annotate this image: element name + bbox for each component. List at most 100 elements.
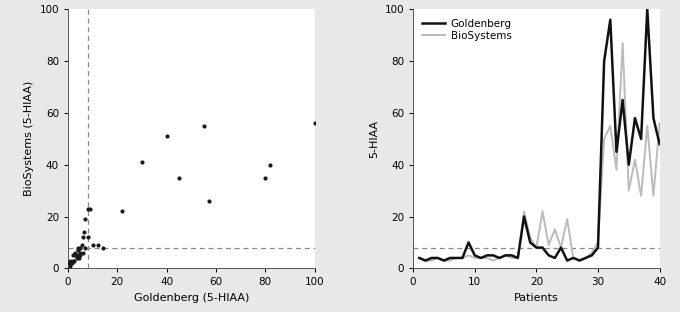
BioSystems [495, 256, 503, 260]
Point [64, 261, 75, 266]
Goldenberg [656, 142, 664, 146]
Goldenberg [477, 256, 485, 260]
BioSystems [581, 256, 590, 260]
BioSystems [514, 256, 522, 260]
Goldenberg [643, 7, 651, 11]
Goldenberg [471, 253, 479, 257]
BioSystems [452, 256, 460, 260]
Goldenberg [526, 241, 534, 244]
Line: BioSystems: BioSystems [420, 43, 660, 261]
Point [80, 245, 90, 250]
Point [78, 235, 88, 240]
Point [67, 258, 78, 263]
Goldenberg [545, 253, 553, 257]
Point [309, 121, 320, 126]
X-axis label: Patients: Patients [514, 293, 559, 303]
Point [198, 123, 209, 129]
BioSystems [619, 41, 627, 45]
BioSystems [631, 158, 639, 161]
BioSystems [656, 121, 664, 125]
Goldenberg [613, 150, 621, 154]
BioSystems [545, 243, 553, 247]
BioSystems [649, 194, 658, 198]
BioSystems [477, 256, 485, 260]
Goldenberg [464, 241, 473, 244]
BioSystems [440, 259, 448, 262]
BioSystems [600, 137, 608, 141]
BioSystems [532, 246, 541, 250]
BioSystems [434, 256, 442, 260]
BioSystems [588, 251, 596, 255]
Goldenberg [434, 256, 442, 260]
Goldenberg [507, 253, 515, 257]
BioSystems [613, 168, 621, 172]
Goldenberg [637, 137, 645, 141]
Goldenberg [501, 253, 509, 257]
Point [71, 256, 82, 261]
Goldenberg [415, 256, 424, 260]
Point [137, 160, 148, 165]
Point [70, 250, 81, 255]
BioSystems [625, 189, 633, 193]
BioSystems [643, 124, 651, 128]
BioSystems [557, 246, 565, 250]
Goldenberg [440, 259, 448, 262]
BioSystems [607, 124, 615, 128]
Goldenberg [575, 259, 583, 262]
Point [67, 253, 78, 258]
Point [82, 235, 93, 240]
Point [117, 209, 128, 214]
Goldenberg [532, 246, 541, 250]
Goldenberg [452, 256, 460, 260]
Point [69, 258, 80, 263]
Goldenberg [600, 59, 608, 63]
Point [92, 242, 103, 247]
Point [66, 261, 77, 266]
Point [79, 230, 90, 235]
Point [75, 253, 86, 258]
Point [85, 206, 96, 211]
Goldenberg [422, 259, 430, 262]
Point [78, 250, 88, 255]
Line: Goldenberg: Goldenberg [420, 9, 660, 261]
Point [97, 245, 108, 250]
Point [173, 175, 184, 180]
Point [72, 248, 83, 253]
Goldenberg [495, 256, 503, 260]
BioSystems [489, 259, 497, 262]
Goldenberg [514, 256, 522, 260]
BioSystems [446, 259, 454, 262]
X-axis label: Goldenberg (5-HIAA): Goldenberg (5-HIAA) [133, 293, 249, 303]
BioSystems [501, 253, 509, 257]
Goldenberg [619, 98, 627, 102]
Legend: Goldenberg, BioSystems: Goldenberg, BioSystems [418, 15, 515, 45]
BioSystems [594, 241, 602, 244]
Goldenberg [483, 253, 491, 257]
Point [82, 206, 93, 211]
Point [70, 253, 81, 258]
BioSystems [575, 259, 583, 262]
Point [265, 162, 275, 167]
Point [73, 256, 84, 261]
Point [65, 258, 76, 263]
Point [75, 245, 86, 250]
Point [72, 245, 83, 250]
Goldenberg [458, 256, 466, 260]
BioSystems [483, 256, 491, 260]
BioSystems [563, 217, 571, 221]
Point [65, 263, 76, 268]
Goldenberg [539, 246, 547, 250]
BioSystems [539, 209, 547, 213]
BioSystems [637, 194, 645, 198]
BioSystems [569, 256, 577, 260]
Goldenberg [625, 163, 633, 167]
Goldenberg [520, 215, 528, 218]
BioSystems [422, 259, 430, 262]
Goldenberg [649, 116, 658, 120]
Point [72, 253, 83, 258]
Point [260, 175, 271, 180]
Point [203, 198, 214, 203]
BioSystems [458, 256, 466, 260]
Point [75, 250, 86, 255]
Goldenberg [563, 259, 571, 262]
